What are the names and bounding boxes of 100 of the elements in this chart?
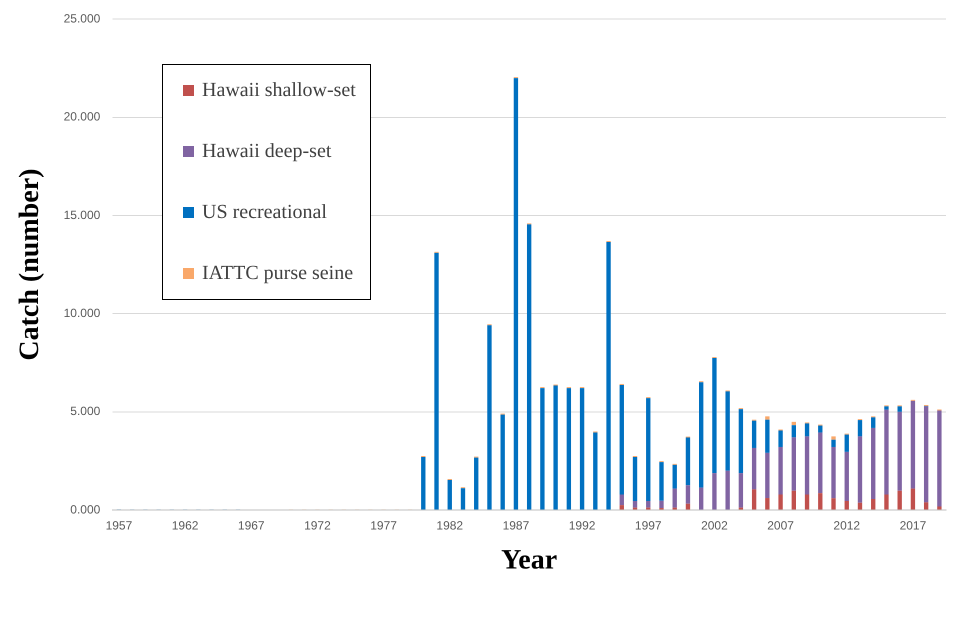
- bar: [738, 409, 744, 474]
- bar: [831, 446, 836, 498]
- x-tick-label: 1987: [502, 518, 530, 533]
- bar: [792, 437, 796, 491]
- y-tick-label: 25.000: [64, 12, 101, 26]
- bar: [686, 504, 690, 510]
- bar: [804, 436, 810, 494]
- bar: [752, 489, 756, 510]
- x-tick-label: 2007: [767, 518, 794, 533]
- bar: [765, 452, 770, 498]
- bar: [898, 490, 902, 510]
- bar: [937, 410, 942, 506]
- bar: [725, 391, 730, 471]
- bar: [884, 410, 889, 494]
- x-tick-label: 1977: [370, 518, 398, 533]
- bar: [448, 480, 452, 510]
- bar: [540, 388, 545, 510]
- bar: [752, 420, 756, 448]
- bar: [765, 420, 770, 453]
- bar: [858, 436, 862, 503]
- bar: [910, 488, 916, 510]
- x-tick-label: 1972: [304, 518, 332, 533]
- bar: [672, 488, 677, 508]
- bar: [884, 494, 889, 510]
- y-tick-label: 0.000: [70, 502, 101, 516]
- bar: [421, 456, 426, 510]
- bar: [831, 440, 836, 447]
- legend-label: Hawaii shallow-set: [202, 79, 356, 102]
- bar: [858, 502, 862, 510]
- bar: [686, 438, 690, 486]
- bar: [646, 500, 650, 508]
- x-tick-label: 1982: [436, 518, 464, 533]
- bar: [434, 252, 439, 510]
- bar: [620, 384, 624, 494]
- bar: [818, 432, 822, 494]
- bar: [580, 388, 584, 510]
- x-tick-label: 1957: [106, 518, 133, 533]
- bar: [937, 506, 942, 510]
- bar: [765, 416, 770, 420]
- bar: [898, 406, 902, 412]
- bar: [844, 434, 849, 452]
- bar: [752, 448, 756, 490]
- bar: [632, 456, 638, 501]
- bar: [712, 473, 717, 510]
- x-axis-title: Year: [501, 544, 558, 576]
- bar: [778, 446, 783, 494]
- bar: [792, 490, 796, 510]
- bar: [699, 488, 704, 510]
- bar: [871, 499, 876, 510]
- bar: [460, 488, 466, 510]
- x-tick-label: 1967: [238, 518, 265, 533]
- bar: [620, 505, 624, 510]
- bar: [646, 398, 650, 501]
- bar: [712, 358, 717, 474]
- bar: [620, 494, 624, 506]
- bar: [765, 498, 770, 510]
- bar: [844, 500, 849, 510]
- x-tick-label: 2002: [701, 518, 728, 533]
- bar: [699, 382, 704, 488]
- bar: [818, 426, 822, 432]
- y-tick-label: 20.000: [64, 110, 101, 124]
- y-tick-label: 15.000: [64, 208, 101, 222]
- bar: [659, 462, 664, 501]
- x-tick-label: 1992: [568, 518, 596, 533]
- bar: [910, 400, 916, 489]
- x-tick-label: 2012: [833, 518, 860, 533]
- y-axis-title: Catch (number): [14, 168, 46, 361]
- bar: [526, 224, 532, 510]
- bar: [871, 417, 876, 428]
- bar: [606, 242, 611, 510]
- bar: [844, 452, 849, 501]
- bar: [818, 493, 822, 510]
- bar: [672, 464, 677, 489]
- bar: [474, 458, 478, 510]
- bar: [778, 494, 783, 510]
- bar: [804, 494, 810, 510]
- x-tick-label: 2017: [900, 518, 927, 533]
- bar: [553, 386, 558, 510]
- bar: [871, 428, 876, 500]
- bar: [593, 432, 598, 510]
- bar: [792, 425, 796, 438]
- legend-label: Hawaii deep-set: [202, 140, 332, 163]
- y-tick-label: 5.000: [70, 404, 101, 418]
- bar: [924, 406, 928, 502]
- bar: [858, 420, 862, 436]
- bar: [500, 414, 505, 510]
- bar: [831, 498, 836, 510]
- bar: [792, 422, 796, 426]
- bar: [804, 423, 810, 436]
- bar: [898, 412, 902, 491]
- bar: [487, 325, 492, 510]
- y-tick-label: 10.000: [64, 306, 101, 320]
- bar: [514, 78, 518, 510]
- x-tick-label: 1997: [634, 518, 662, 533]
- bar: [725, 470, 730, 510]
- bar: [778, 430, 783, 447]
- bar: [924, 502, 928, 510]
- x-tick-label: 1962: [172, 518, 199, 533]
- legend-label: US recreational: [202, 201, 327, 224]
- bar: [566, 388, 572, 510]
